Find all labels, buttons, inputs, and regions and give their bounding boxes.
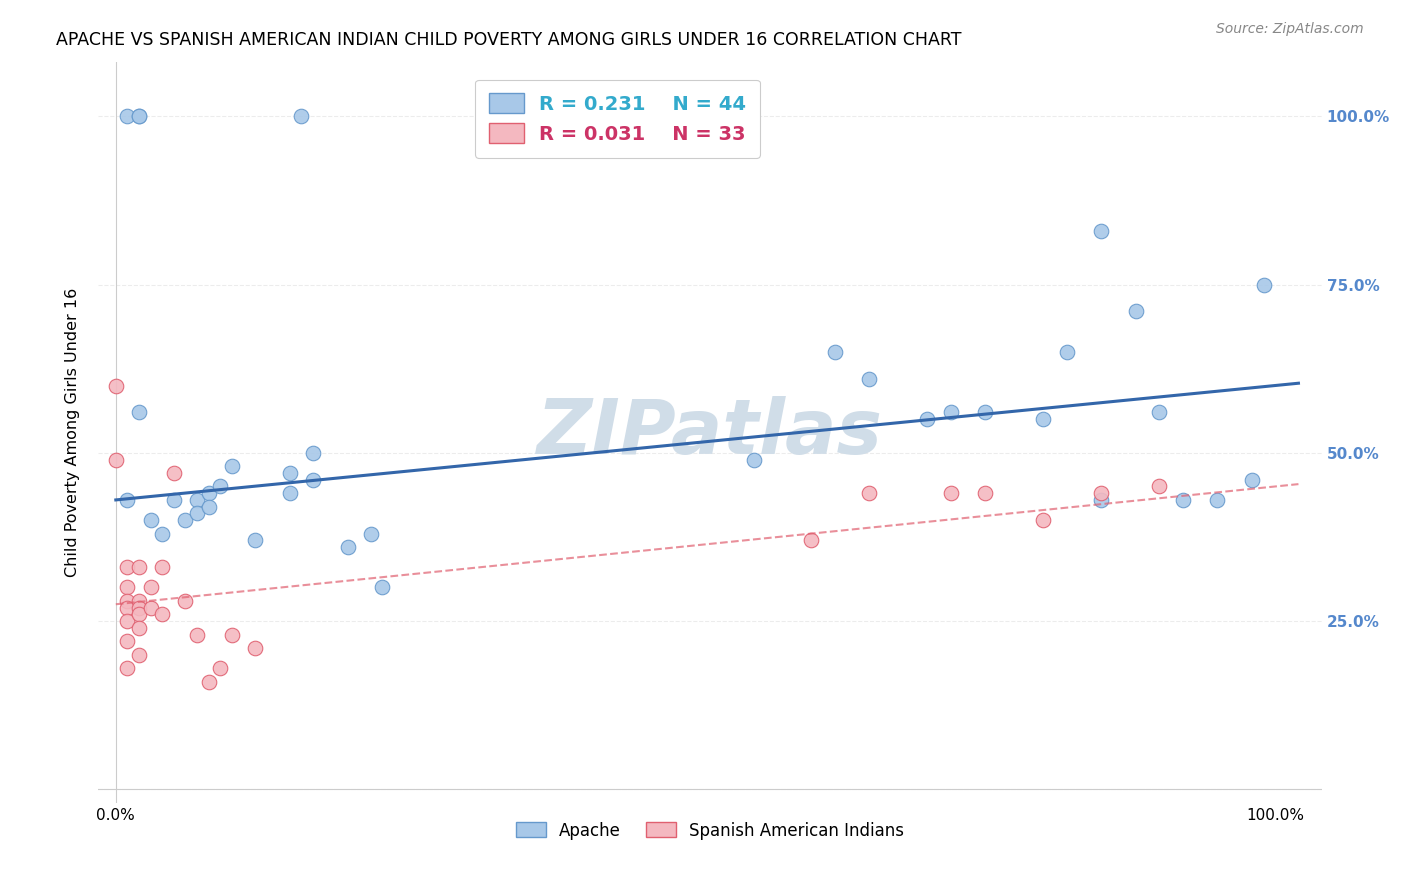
Point [117, 614, 139, 628]
Text: ZIPatlas: ZIPatlas [537, 396, 883, 469]
Point [174, 594, 197, 608]
Point [221, 627, 243, 641]
Point [974, 405, 997, 419]
Y-axis label: Child Poverty Among Girls Under 16: Child Poverty Among Girls Under 16 [65, 288, 80, 577]
Point [290, 109, 312, 123]
Point [800, 533, 823, 548]
Point [139, 581, 162, 595]
Point [1149, 479, 1171, 493]
Legend: Apache, Spanish American Indians: Apache, Spanish American Indians [509, 815, 911, 847]
Point [1032, 412, 1054, 426]
Point [128, 594, 150, 608]
Point [917, 412, 939, 426]
Point [858, 486, 880, 500]
Point [939, 405, 962, 419]
Point [1090, 224, 1112, 238]
Point [302, 446, 325, 460]
Point [150, 560, 173, 574]
Point [139, 513, 162, 527]
Point [1125, 304, 1147, 318]
Point [186, 627, 208, 641]
Point [128, 405, 150, 419]
Point [858, 372, 880, 386]
Point [117, 109, 139, 123]
Point [371, 581, 394, 595]
Point [974, 486, 997, 500]
Text: APACHE VS SPANISH AMERICAN INDIAN CHILD POVERTY AMONG GIRLS UNDER 16 CORRELATION: APACHE VS SPANISH AMERICAN INDIAN CHILD … [56, 31, 962, 49]
Point [742, 452, 765, 467]
Point [1032, 513, 1054, 527]
Point [128, 621, 150, 635]
Point [302, 473, 325, 487]
Point [117, 600, 139, 615]
Point [1090, 486, 1112, 500]
Point [186, 492, 208, 507]
Point [117, 661, 139, 675]
Point [128, 648, 150, 662]
Point [174, 513, 197, 527]
Point [117, 560, 139, 574]
Point [117, 581, 139, 595]
Point [360, 526, 382, 541]
Point [128, 560, 150, 574]
Point [128, 109, 150, 123]
Point [1171, 492, 1194, 507]
Point [150, 526, 173, 541]
Point [163, 466, 186, 480]
Point [104, 452, 127, 467]
Point [1241, 473, 1264, 487]
Point [150, 607, 173, 622]
Point [1149, 405, 1171, 419]
Point [221, 459, 243, 474]
Point [1253, 277, 1275, 292]
Point [1206, 492, 1229, 507]
Point [939, 486, 962, 500]
Point [278, 466, 301, 480]
Point [197, 500, 219, 514]
Point [522, 109, 544, 123]
Point [186, 507, 208, 521]
Point [209, 661, 232, 675]
Point [104, 378, 127, 392]
Point [128, 607, 150, 622]
Point [128, 600, 150, 615]
Point [197, 674, 219, 689]
Point [117, 634, 139, 648]
Point [278, 486, 301, 500]
Point [117, 594, 139, 608]
Point [197, 486, 219, 500]
Point [163, 492, 186, 507]
Point [1090, 492, 1112, 507]
Point [488, 109, 510, 123]
Point [139, 600, 162, 615]
Text: Source: ZipAtlas.com: Source: ZipAtlas.com [1216, 22, 1364, 37]
Point [336, 540, 359, 554]
Point [1056, 344, 1078, 359]
Point [117, 492, 139, 507]
Point [209, 479, 232, 493]
Point [824, 344, 846, 359]
Point [243, 533, 266, 548]
Point [128, 109, 150, 123]
Point [243, 640, 266, 655]
